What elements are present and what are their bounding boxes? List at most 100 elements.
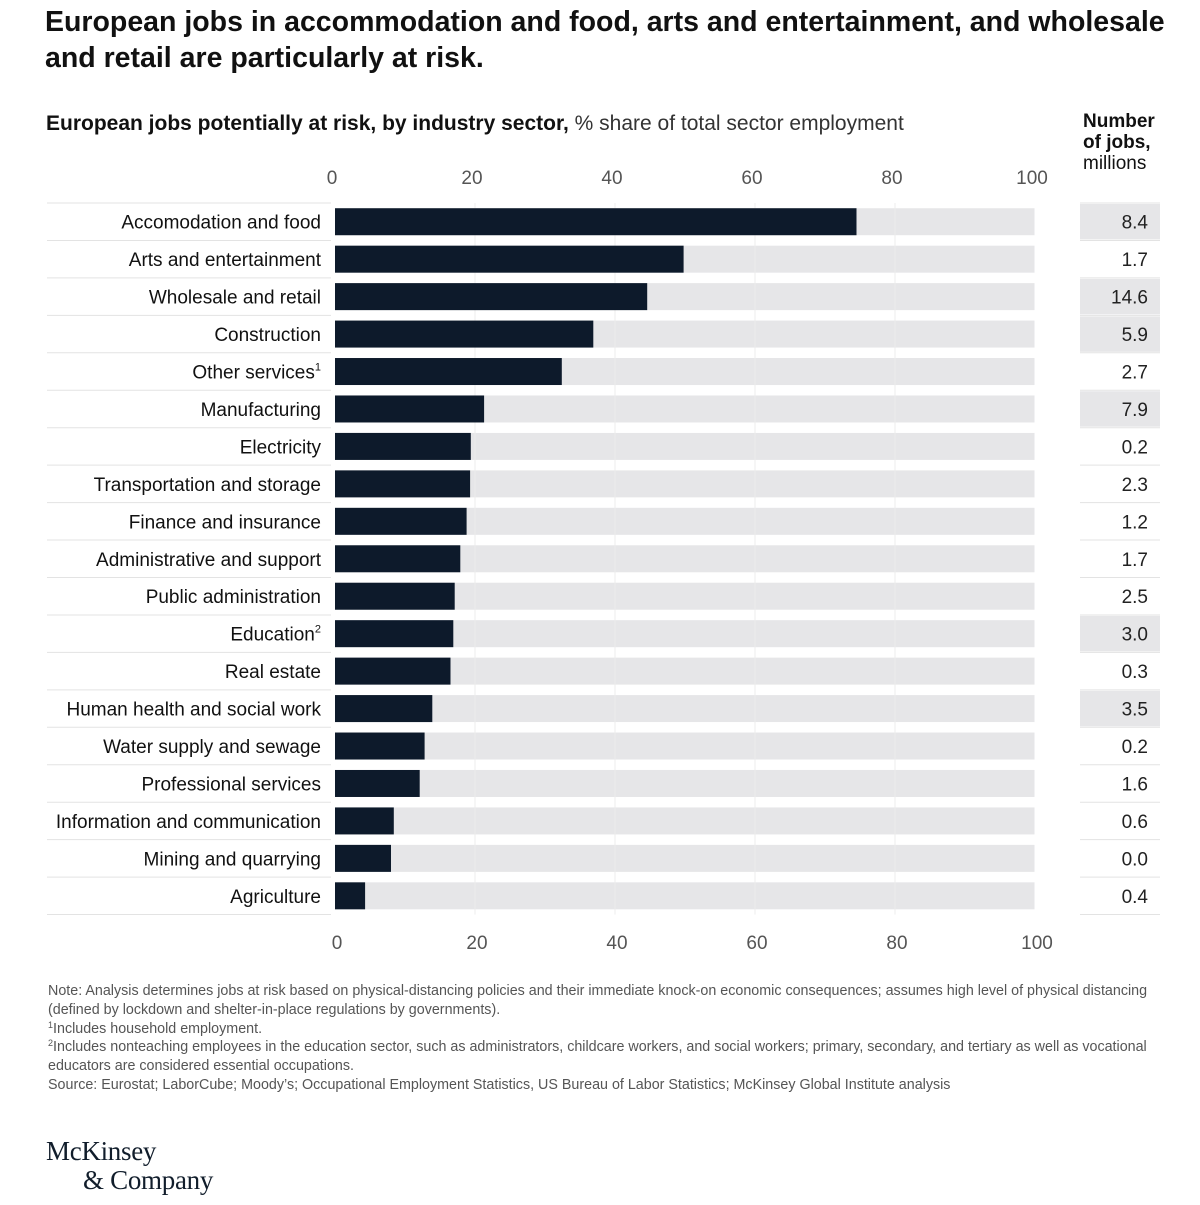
x-tick-label-top: 60 xyxy=(741,168,762,189)
footnote-marker: 1 xyxy=(315,362,321,374)
bar xyxy=(335,695,433,723)
jobs-value: 1.7 xyxy=(1122,550,1148,571)
footnote-marker: 2 xyxy=(315,624,321,636)
footnote-2: 2Includes nonteaching employees in the e… xyxy=(48,1038,1178,1076)
category-label: Electricity xyxy=(240,437,322,458)
jobs-value: 3.5 xyxy=(1122,700,1148,721)
x-tick-label-bottom: 20 xyxy=(466,933,487,954)
x-tick-label-top: 80 xyxy=(881,168,902,189)
logo-line-2: & Company xyxy=(83,1165,214,1195)
bar xyxy=(335,283,648,311)
jobs-value-highlight xyxy=(1080,316,1160,352)
x-tick-label-top: 40 xyxy=(601,168,622,189)
chart-subtitle: European jobs potentially at risk, by in… xyxy=(46,110,904,138)
logo-line-1: McKinsey xyxy=(46,1136,157,1166)
note-text: Note: Analysis determines jobs at risk b… xyxy=(48,983,1148,1018)
jobs-value: 0.3 xyxy=(1122,662,1148,683)
x-tick-label-top: 100 xyxy=(1016,168,1048,189)
x-tick-label-bottom: 100 xyxy=(1021,933,1053,954)
jobs-value: 0.4 xyxy=(1122,887,1149,908)
bar xyxy=(335,432,471,460)
category-label: Transportation and storage xyxy=(94,475,321,496)
jobs-value: 3.0 xyxy=(1122,625,1148,646)
category-label: Professional services xyxy=(141,774,321,795)
category-label: Information and communication xyxy=(56,812,321,833)
x-tick-label-bottom: 80 xyxy=(886,933,907,954)
category-label: Agriculture xyxy=(230,887,321,908)
bar xyxy=(335,620,454,648)
mckinsey-logo: McKinsey & Company xyxy=(46,1137,213,1195)
jobs-value: 8.4 xyxy=(1122,213,1149,234)
bar xyxy=(335,844,391,872)
bar xyxy=(335,470,471,498)
jobs-value: 0.6 xyxy=(1122,812,1148,833)
category-label: Administrative and support xyxy=(96,550,322,571)
footnote-2-marker: 2 xyxy=(48,1038,54,1049)
category-label: Water supply and sewage xyxy=(103,737,321,758)
category-label: Arts and entertainment xyxy=(129,250,322,271)
jobs-value: 0.0 xyxy=(1122,849,1148,870)
x-tick-label-bottom: 40 xyxy=(606,933,627,954)
bar-track xyxy=(335,695,1035,723)
category-label: Construction xyxy=(214,325,321,346)
chart-title: European jobs potentially at risk, by in… xyxy=(46,112,569,135)
bar xyxy=(335,545,461,573)
bar xyxy=(335,582,455,610)
category-label: Wholesale and retail xyxy=(149,288,321,309)
bar xyxy=(335,320,594,348)
bar xyxy=(335,807,394,835)
bar-track xyxy=(335,657,1035,685)
jobs-value: 14.6 xyxy=(1111,288,1148,309)
jobs-header-line-1: Number xyxy=(1083,111,1155,132)
x-tick-label-top: 0 xyxy=(327,168,338,189)
jobs-value-highlight xyxy=(1080,690,1160,727)
chart-title-unit: % share of total sector employment xyxy=(574,112,904,135)
footnote-1-marker: 1 xyxy=(48,1019,54,1030)
bar-track xyxy=(335,732,1035,760)
category-label: Human health and social work xyxy=(66,700,321,721)
bar xyxy=(335,507,467,535)
bar-track xyxy=(335,769,1035,797)
jobs-value: 0.2 xyxy=(1122,437,1148,458)
bar xyxy=(335,395,485,423)
jobs-header-line-3: millions xyxy=(1083,153,1147,174)
jobs-value: 1.2 xyxy=(1122,512,1148,533)
bar xyxy=(335,657,451,685)
bar-track xyxy=(335,807,1035,835)
jobs-value: 2.5 xyxy=(1122,587,1148,608)
x-tick-label-bottom: 0 xyxy=(332,933,343,954)
category-label: Education2 xyxy=(230,624,321,646)
category-label: Manufacturing xyxy=(201,400,321,421)
jobs-column-header: Number of jobs, millions xyxy=(1083,111,1183,174)
bar-chart: Accomodation and food 8.4 Arts and enterta… xyxy=(47,168,1160,954)
jobs-header-line-2: of jobs, xyxy=(1083,132,1151,153)
source-text: Source: Eurostat; LaborCube; Moody’s; Oc… xyxy=(48,1076,951,1093)
footnote-2-text: Includes nonteaching employees in the ed… xyxy=(48,1039,1147,1075)
jobs-value-highlight xyxy=(1080,391,1160,427)
jobs-value: 1.7 xyxy=(1122,250,1148,271)
jobs-value: 2.3 xyxy=(1122,475,1148,496)
jobs-value: 2.7 xyxy=(1122,363,1148,384)
category-label: Public administration xyxy=(146,587,321,608)
bar-track xyxy=(335,844,1035,872)
x-tick-label-bottom: 60 xyxy=(746,933,767,954)
footnotes: Note: Analysis determines jobs at risk b… xyxy=(48,982,1178,1095)
bar xyxy=(335,732,425,760)
jobs-value: 5.9 xyxy=(1122,325,1148,346)
category-label: Other services1 xyxy=(192,362,321,384)
bar xyxy=(335,245,684,273)
category-label: Accomodation and food xyxy=(121,213,321,234)
bar xyxy=(335,769,420,797)
jobs-value: 7.9 xyxy=(1122,400,1148,421)
jobs-value-highlight xyxy=(1080,204,1160,240)
jobs-value-highlight xyxy=(1080,615,1160,652)
jobs-value: 1.6 xyxy=(1122,774,1148,795)
x-tick-label-top: 20 xyxy=(461,168,482,189)
bar xyxy=(335,882,366,910)
bar xyxy=(335,358,562,386)
footnote-1: 1Includes household employment. xyxy=(48,1020,1178,1039)
bar xyxy=(335,208,857,236)
bar-track xyxy=(335,882,1035,910)
category-label: Mining and quarrying xyxy=(144,849,321,870)
footnote-1-text: Includes household employment. xyxy=(53,1020,263,1037)
